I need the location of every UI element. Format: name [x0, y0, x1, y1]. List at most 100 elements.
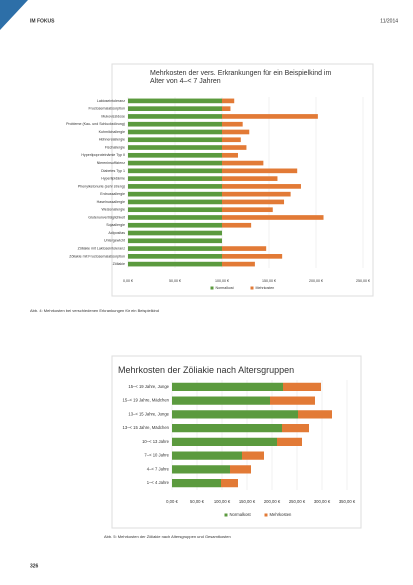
bar — [128, 254, 222, 259]
bar — [128, 191, 222, 197]
bar — [298, 410, 332, 419]
legend-label: Mehrkosten — [256, 286, 275, 290]
y-tick-label: 13–< 15 Jahre, Junge — [128, 411, 169, 416]
bar — [128, 121, 222, 127]
bar — [172, 382, 283, 391]
y-tick-label: Zöliakie — [113, 262, 125, 266]
bar — [222, 168, 298, 174]
bar — [128, 261, 222, 267]
y-tick-label: Erdnussallergie — [100, 192, 125, 196]
y-tick-label: Mukoviszidose — [101, 114, 125, 118]
corner-mark — [0, 0, 28, 30]
y-tick-label: Hyperlipidämie — [101, 177, 125, 181]
bar — [222, 191, 291, 197]
x-tick-label: 350,00 € — [339, 499, 356, 504]
bar — [128, 160, 222, 166]
y-tick-label: Hyperlipoproteinämie Typ II — [81, 153, 125, 157]
y-tick-label: Adipositas — [108, 231, 125, 235]
caption: Abb. 5: Mehrkosten der Zöliakie nach Alt… — [104, 534, 231, 539]
x-tick-label: 0,00 € — [166, 499, 178, 504]
bar — [128, 222, 222, 228]
bar — [222, 222, 252, 228]
x-tick-label: 300,00 € — [314, 499, 331, 504]
bar — [128, 145, 222, 150]
bar — [172, 451, 242, 460]
y-tick-label: Fructosemalabsorption — [88, 107, 125, 111]
bar — [222, 207, 273, 213]
x-tick-label: 200,00 € — [264, 499, 281, 504]
y-tick-label: Sojaallergie — [106, 223, 125, 227]
y-tick-label: Hühnereiallergie — [99, 138, 125, 142]
bar — [172, 437, 277, 446]
section: IM FOKUS — [30, 18, 55, 24]
y-tick-label: Laktoseintoleranz — [97, 99, 125, 103]
bar — [128, 215, 222, 220]
bar — [222, 246, 267, 251]
y-tick-label: Glutenunverträglichkeit — [88, 215, 125, 219]
bar — [128, 230, 222, 236]
x-tick-label: 250,00 € — [289, 499, 306, 504]
bar — [222, 199, 285, 205]
x-tick-label: 100,00 € — [214, 499, 231, 504]
y-tick-label: 15–< 19 Jahre, Junge — [128, 384, 169, 389]
y-tick-label: 15–< 19 Jahre, Mädchen — [123, 398, 170, 403]
bar — [172, 465, 230, 474]
bar — [222, 121, 243, 127]
bar — [277, 437, 302, 446]
y-tick-label: Zöliakie mit Fructosemalabsorption — [69, 254, 125, 258]
bar — [282, 424, 309, 433]
bar — [230, 465, 251, 474]
y-tick-label: 10–< 13 Jahre — [142, 439, 170, 444]
legend-swatch — [250, 286, 254, 290]
y-tick-label: Weizenallergie — [101, 208, 125, 212]
chart-title: Mehrkosten der Zöliakie nach Altersgrupp… — [118, 365, 295, 375]
y-tick-label: Fischallergie — [105, 145, 125, 149]
x-tick-label: 100,00 € — [215, 279, 229, 283]
bar — [172, 479, 221, 488]
bar — [128, 207, 222, 213]
bar — [222, 261, 255, 267]
bar — [222, 137, 241, 143]
y-tick-label: Untergewicht — [104, 239, 125, 243]
bar — [222, 145, 247, 150]
y-tick-label: 13–< 15 Jahre, Mädchen — [123, 425, 170, 430]
y-tick-label: 1–< 4 Jahre — [147, 480, 170, 485]
bar — [172, 424, 282, 433]
bar — [172, 396, 270, 405]
x-tick-label: 50,00 € — [169, 279, 181, 283]
y-tick-label: 4–< 7 Jahre — [147, 466, 170, 471]
bar — [221, 479, 238, 488]
bar — [222, 106, 231, 111]
bar — [222, 129, 250, 135]
bar — [222, 254, 283, 259]
legend-swatch — [224, 513, 228, 517]
bar — [128, 168, 222, 174]
legend-label: Mehrkosten — [270, 512, 293, 517]
bar — [222, 152, 238, 158]
y-tick-label: Haselnussallergie — [97, 200, 125, 204]
caption: Abb. 4: Mehrkosten bei verschiedenen Erk… — [30, 308, 159, 313]
bar — [283, 382, 321, 391]
bar — [128, 184, 222, 189]
x-tick-label: 150,00 € — [239, 499, 256, 504]
legend-swatch — [264, 513, 268, 517]
bar — [222, 184, 301, 189]
bar — [128, 106, 222, 111]
legend-label: Normalkost — [230, 512, 252, 517]
bar — [128, 246, 222, 251]
bar — [128, 129, 222, 135]
chart-title: Mehrkosten der vers. Erkrankungen für ei… — [150, 70, 332, 86]
y-tick-label: Phenylketonurie (sehr streng) — [78, 184, 125, 188]
bar — [242, 451, 264, 460]
bar — [128, 238, 222, 244]
x-tick-label: 200,00 € — [309, 279, 323, 283]
bar — [128, 137, 222, 143]
bar — [222, 215, 324, 220]
bar — [222, 160, 264, 166]
y-tick-label: Zöliakie mit Laktoseintoleranz — [78, 247, 126, 251]
bar — [128, 114, 222, 119]
x-tick-label: 250,00 € — [356, 279, 370, 283]
bar — [270, 396, 315, 405]
